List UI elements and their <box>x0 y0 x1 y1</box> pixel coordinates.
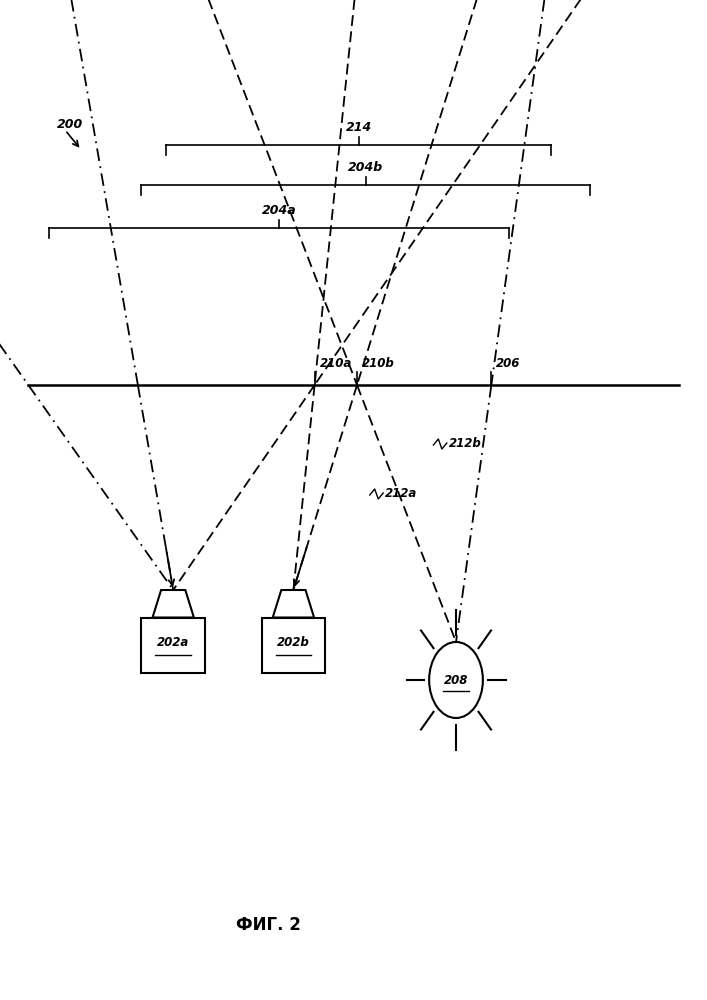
Text: 214: 214 <box>346 121 372 134</box>
Text: 210b: 210b <box>362 357 395 370</box>
Bar <box>141 618 205 673</box>
Text: ФИГ. 2: ФИГ. 2 <box>236 916 301 934</box>
Polygon shape <box>273 590 314 617</box>
Text: 204a: 204a <box>262 204 296 217</box>
Text: 206: 206 <box>496 357 520 370</box>
Text: 212a: 212a <box>385 487 418 500</box>
Text: 200: 200 <box>57 118 83 131</box>
Text: 210a: 210a <box>320 357 352 370</box>
Text: 204b: 204b <box>349 161 383 174</box>
Circle shape <box>429 642 483 718</box>
Text: 208: 208 <box>444 674 468 686</box>
Polygon shape <box>153 590 194 617</box>
Text: 202b: 202b <box>277 636 310 649</box>
Bar <box>262 618 325 673</box>
Text: 202a: 202a <box>157 636 189 649</box>
Text: 212b: 212b <box>449 437 481 450</box>
